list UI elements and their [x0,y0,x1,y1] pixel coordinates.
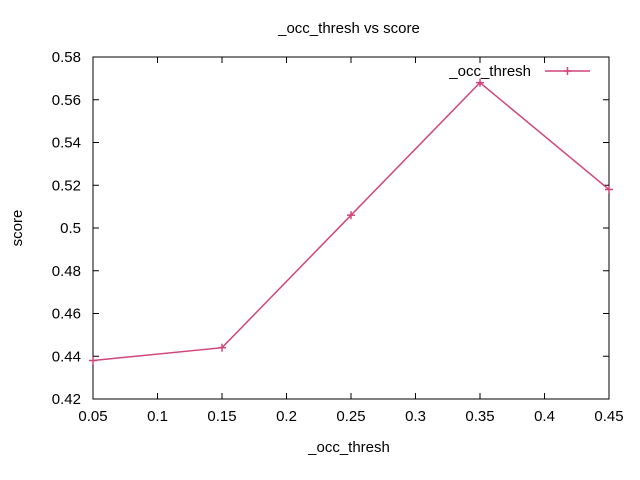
chart-title: _occ_thresh vs score [277,20,420,37]
x-tick-label: 0.35 [465,408,494,425]
y-tick-label: 0.5 [60,220,81,237]
legend-entry-label: _occ_thresh [448,63,531,80]
x-tick-label: 0.05 [78,408,107,425]
data-point-marker [347,211,355,220]
y-tick-label: 0.44 [52,348,81,365]
legend-marker-sample [563,67,572,75]
data-point-marker [605,185,613,194]
series-line [92,81,610,362]
data-point-marker [218,343,226,352]
plot-area-frame [92,56,610,400]
data-point-marker [89,356,97,365]
x-tick-label: 0.1 [147,408,168,425]
legend: _occ_thresh [448,63,590,80]
x-tick-label: 0.45 [594,408,623,425]
y-tick-label: 0.58 [52,49,81,66]
data-point-marker [476,78,484,87]
y-tick-label: 0.48 [52,263,81,280]
x-axis-label: _occ_thresh [307,439,390,456]
x-tick-label: 0.3 [405,408,426,425]
y-tick-label: 0.54 [52,135,81,152]
x-tick-label: 0.15 [207,408,236,425]
x-axis-ticks: 0.05 0.1 0.15 0.2 0.25 0.3 0.35 0.4 0.45 [78,57,624,425]
x-tick-label: 0.4 [534,408,555,425]
x-tick-label: 0.2 [276,408,297,425]
y-tick-label: 0.42 [52,391,81,408]
y-axis-label: score [9,210,26,247]
x-tick-label: 0.25 [336,408,365,425]
y-tick-label: 0.46 [52,306,81,323]
y-axis-ticks: 0.42 0.44 0.46 0.48 0.5 0.52 0.54 0.56 0.58 [52,49,609,408]
series-layer [89,78,613,365]
y-tick-label: 0.56 [52,92,81,109]
y-tick-label: 0.52 [52,177,81,194]
